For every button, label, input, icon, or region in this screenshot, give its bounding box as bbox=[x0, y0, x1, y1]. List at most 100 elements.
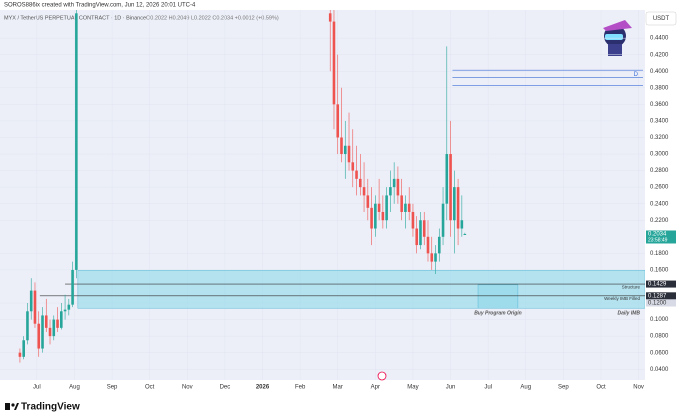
candle-body bbox=[37, 323, 41, 349]
candle-body bbox=[407, 203, 411, 212]
zone bbox=[477, 284, 519, 309]
candle-body bbox=[29, 290, 33, 312]
plot bbox=[18, 10, 645, 363]
x-tick-label: Oct bbox=[596, 385, 606, 391]
caption: SOROS886ix created with TradingView.com,… bbox=[4, 3, 196, 9]
candle-body bbox=[377, 203, 381, 212]
x-tick-label: May bbox=[407, 385, 418, 391]
candle-body bbox=[370, 207, 373, 229]
y-tick-label: 0.3800 bbox=[650, 85, 669, 91]
candle-body bbox=[400, 195, 403, 212]
candle-body bbox=[340, 137, 343, 155]
y-tick-label: 0.3600 bbox=[650, 102, 669, 108]
candle-body bbox=[18, 352, 22, 357]
candle-body bbox=[328, 13, 332, 22]
y-tick-label: 0.2600 bbox=[650, 185, 669, 191]
candle-body bbox=[332, 21, 336, 105]
candle-body bbox=[362, 187, 366, 196]
y-tick-label: 0.4400 bbox=[650, 36, 669, 42]
y-tick-label: 0.4000 bbox=[650, 69, 669, 75]
candle-body bbox=[358, 178, 362, 188]
y-tick-label: 0.2400 bbox=[650, 201, 669, 207]
candle-body bbox=[422, 220, 426, 237]
candle-body bbox=[437, 236, 441, 254]
candle-body bbox=[60, 311, 63, 328]
price-label: 0.1429 bbox=[648, 282, 667, 288]
price-label-box bbox=[646, 230, 676, 244]
price-label-box bbox=[646, 292, 676, 300]
y-tick-label: 0.2800 bbox=[650, 168, 669, 174]
price-label-sub: 23:58:49 bbox=[648, 237, 668, 243]
candle-body bbox=[52, 319, 56, 337]
x-tick-label: Apr bbox=[371, 385, 380, 391]
candle-body bbox=[26, 311, 29, 341]
y-tick-label: 0.1600 bbox=[650, 267, 669, 273]
candle-body bbox=[434, 253, 437, 262]
currency: USDT bbox=[653, 16, 670, 22]
candle-body bbox=[441, 203, 445, 237]
candle-body bbox=[389, 187, 392, 196]
price-label-box bbox=[646, 280, 676, 288]
x-tick-label: Jul bbox=[484, 385, 492, 391]
y-tick-label: 0.0400 bbox=[650, 367, 669, 373]
level-label: Structure bbox=[622, 284, 641, 289]
candle-body bbox=[41, 315, 44, 349]
y-tick-label: 0.2200 bbox=[650, 218, 669, 224]
candle-body bbox=[385, 195, 388, 221]
y-tick-label: 0.1800 bbox=[650, 251, 669, 257]
currency-box bbox=[645, 11, 677, 26]
candle-body bbox=[56, 319, 59, 328]
candle-body bbox=[343, 145, 347, 155]
candle-body bbox=[75, 13, 78, 270]
candle-body bbox=[404, 203, 407, 212]
x-tick-label: Jul bbox=[33, 385, 41, 391]
candle-body bbox=[67, 304, 71, 310]
candle-body bbox=[351, 162, 355, 171]
zone-label: Buy Program Origin bbox=[474, 311, 522, 317]
x-tick-label: Aug bbox=[520, 385, 531, 391]
candle-body bbox=[63, 309, 67, 312]
candle-body bbox=[419, 220, 422, 246]
candle-body bbox=[44, 315, 48, 328]
x-tick-label: Sep bbox=[107, 385, 118, 391]
ohlc: O0.2022 H0.2049 L0.2022 C0.2034 +0.0012 … bbox=[146, 15, 279, 21]
y-tick-label: 0.3200 bbox=[650, 135, 669, 141]
avatar bbox=[603, 20, 632, 56]
zone bbox=[77, 269, 645, 309]
y-tick-label: 0.4200 bbox=[650, 52, 669, 58]
price-label: 0.2034 bbox=[648, 232, 667, 238]
footer: TradingView bbox=[21, 402, 80, 413]
candle-body bbox=[445, 154, 449, 204]
x-tick-label: Dec bbox=[220, 385, 231, 391]
y-tick-label: 0.1000 bbox=[650, 317, 669, 323]
logo bbox=[5, 403, 19, 410]
candle-body bbox=[463, 233, 467, 235]
candle-body bbox=[456, 187, 460, 229]
x-tick-label: Nov bbox=[182, 385, 193, 391]
y-tick-label: 0.3400 bbox=[650, 118, 669, 124]
x-tick-label: Aug bbox=[69, 385, 80, 391]
x-tick-label: Nov bbox=[633, 385, 644, 391]
x-tick-label: Jun bbox=[446, 385, 456, 391]
candle-body bbox=[411, 211, 415, 229]
y-tick-label: 0.0600 bbox=[650, 350, 669, 356]
candle-body bbox=[396, 178, 400, 196]
candle-body bbox=[449, 154, 452, 221]
d-label: D bbox=[634, 72, 639, 78]
candle-body bbox=[22, 340, 25, 357]
price-label: 0.1287 bbox=[648, 293, 667, 299]
candle-body bbox=[48, 327, 52, 337]
candle-body bbox=[355, 170, 358, 179]
candle-body bbox=[453, 187, 456, 221]
event-icon[interactable] bbox=[377, 371, 387, 381]
price-label: 0.1200 bbox=[648, 301, 667, 307]
candle-body bbox=[336, 104, 340, 138]
candle-body bbox=[415, 228, 419, 246]
y-tick-label: 0.0800 bbox=[650, 334, 669, 340]
candle-body bbox=[374, 203, 377, 229]
x-tick-label: 2026 bbox=[256, 385, 270, 391]
chart-title: MYX / TetherUS PERPETUAL CONTRACT · 1D ·… bbox=[4, 15, 146, 21]
x-tick-label: Mar bbox=[333, 385, 343, 391]
price-label-box bbox=[646, 299, 676, 307]
